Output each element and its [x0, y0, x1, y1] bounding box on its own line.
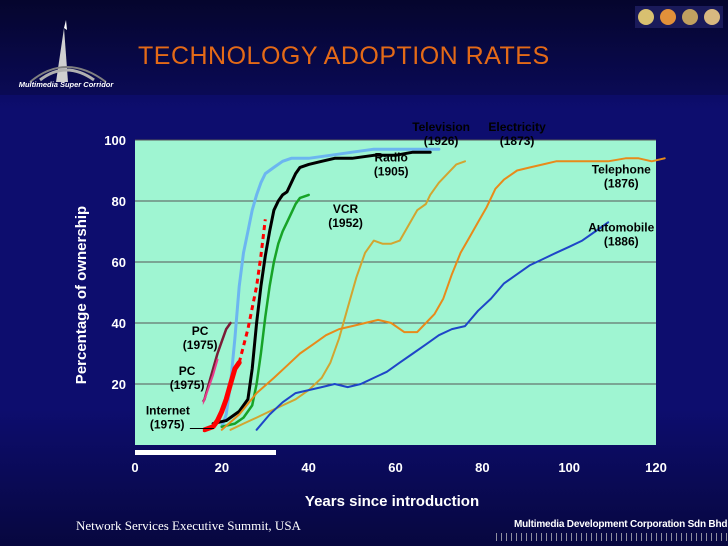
x-tick-label: 40 — [301, 460, 315, 475]
footer-stripe — [496, 533, 728, 541]
electricity-series-line — [229, 160, 466, 431]
series-name: Telephone — [592, 163, 651, 177]
series-year: (1905) — [374, 164, 409, 178]
y-tick-label: 20 — [112, 377, 126, 392]
tower-logo-icon — [29, 20, 107, 83]
series-labels: Television(1926)Electricity(1873)Radio(1… — [138, 120, 655, 433]
y-tick-label: 80 — [112, 194, 126, 209]
corner-globe-logos — [635, 6, 723, 28]
x-tick-labels: 0 20 40 60 80 100 120 — [131, 460, 666, 475]
series-name: Radio — [374, 150, 407, 164]
grid-lines — [135, 139, 656, 385]
telephone-series-line — [220, 157, 666, 431]
page-title: TECHNOLOGY ADOPTION RATES — [138, 42, 550, 70]
y-tick-label: 40 — [112, 316, 126, 331]
baseline-bar — [135, 450, 276, 455]
y-tick-label: 100 — [104, 133, 126, 148]
logo-text: Multimedia Super Corridor — [18, 80, 114, 89]
corner-icon-1 — [638, 9, 654, 25]
y-tick-labels: 20 40 60 80 100 — [104, 133, 126, 392]
pc-label: PC(1975) — [183, 324, 218, 352]
corner-icon-3 — [682, 9, 698, 25]
projection-series-line — [237, 219, 267, 363]
footer-company: Multimedia Development Corporation Sdn B… — [514, 519, 728, 530]
series-name: PC — [192, 324, 209, 338]
series-name: Internet — [146, 404, 190, 418]
radio-series-line — [211, 150, 432, 426]
y-tick-label: 60 — [112, 255, 126, 270]
series-year: (1876) — [604, 177, 639, 191]
vcr-label: VCR(1952) — [328, 202, 363, 230]
vcr-series-line — [220, 193, 310, 428]
series-year: (1975) — [183, 338, 218, 352]
x-tick-label: 60 — [388, 460, 402, 475]
x-axis-title: Years since introduction — [305, 493, 479, 510]
radio-label: Radio(1905) — [374, 150, 409, 178]
plot-area — [135, 140, 656, 445]
y-axis-title: Percentage of ownership — [73, 206, 90, 384]
corner-icon-4 — [704, 9, 720, 25]
telephone-label: Telephone(1876) — [592, 163, 651, 191]
series-year: (1873) — [500, 134, 535, 148]
series-name: Electricity — [488, 120, 546, 134]
x-tick-label: 20 — [215, 460, 229, 475]
header-band — [0, 0, 728, 95]
series-year: (1886) — [604, 235, 639, 249]
television-series-line — [220, 147, 441, 429]
electricity-label: Electricity(1873) — [488, 120, 546, 148]
x-tick-label: 100 — [558, 460, 580, 475]
x-tick-label: 0 — [131, 460, 138, 475]
series-year: (1952) — [328, 216, 363, 230]
internet-series-line — [202, 360, 242, 433]
series-name: Television — [412, 120, 470, 134]
internet-label: Internet(1975) — [138, 401, 214, 433]
automobile-label: Automobile(1886) — [588, 221, 654, 249]
series-name: Automobile — [588, 221, 654, 235]
x-tick-label: 80 — [475, 460, 489, 475]
series-year: (1975) — [170, 378, 205, 392]
television-label: Television(1926) — [412, 120, 470, 148]
automobile-series-line — [255, 221, 610, 431]
x-tick-label: 120 — [645, 460, 667, 475]
pc-label: PC(1975) — [170, 364, 205, 392]
series-name: VCR — [333, 202, 359, 216]
corner-icon-2 — [660, 9, 676, 25]
series-name: PC — [179, 364, 196, 378]
series-year: (1926) — [424, 134, 459, 148]
series-year: (1975) — [150, 418, 185, 432]
footer-event: Network Services Executive Summit, USA — [76, 518, 301, 533]
msc-logo: Multimedia Super Corridor — [10, 20, 122, 92]
internet-label-box — [138, 401, 203, 433]
